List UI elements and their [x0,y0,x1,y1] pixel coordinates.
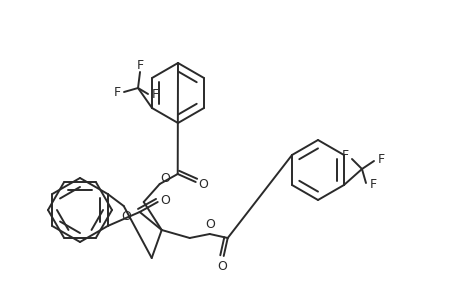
Text: F: F [376,152,384,166]
Text: F: F [369,178,376,191]
Text: O: O [204,218,214,230]
Text: O: O [159,172,169,185]
Text: F: F [341,148,348,161]
Text: F: F [113,85,120,98]
Text: O: O [121,209,130,223]
Text: O: O [197,178,207,190]
Text: F: F [151,88,158,100]
Text: O: O [159,194,169,206]
Text: O: O [216,260,226,272]
Text: F: F [136,58,143,71]
